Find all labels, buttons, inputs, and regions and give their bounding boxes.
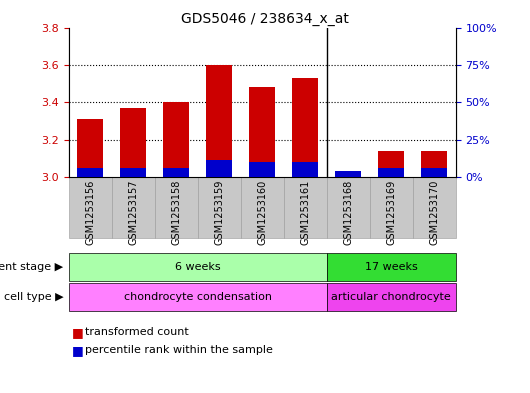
Text: development stage ▶: development stage ▶	[0, 262, 64, 272]
Bar	[335, 171, 361, 177]
Bar	[378, 167, 404, 177]
Bar	[120, 167, 146, 177]
Bar	[77, 167, 103, 177]
Bar	[250, 162, 275, 177]
Bar	[335, 171, 361, 177]
Text: transformed count: transformed count	[85, 327, 189, 338]
Text: percentile rank within the sample: percentile rank within the sample	[85, 345, 272, 355]
Bar	[163, 167, 189, 177]
Bar	[77, 119, 103, 177]
Bar	[421, 167, 447, 177]
Text: 17 weeks: 17 weeks	[365, 262, 418, 272]
Bar	[207, 65, 232, 177]
Text: cell type ▶: cell type ▶	[4, 292, 64, 302]
Bar	[378, 151, 404, 177]
Text: ■: ■	[72, 343, 83, 357]
Text: ■: ■	[72, 326, 83, 339]
Bar	[207, 160, 232, 177]
Bar	[120, 108, 146, 177]
Bar	[421, 151, 447, 177]
Text: chondrocyte condensation: chondrocyte condensation	[124, 292, 272, 302]
Bar	[293, 78, 318, 177]
Text: GDS5046 / 238634_x_at: GDS5046 / 238634_x_at	[181, 12, 349, 26]
Text: 6 weeks: 6 weeks	[175, 262, 220, 272]
Bar	[293, 162, 318, 177]
Text: articular chondrocyte: articular chondrocyte	[331, 292, 451, 302]
Bar	[163, 102, 189, 177]
Bar	[250, 87, 275, 177]
